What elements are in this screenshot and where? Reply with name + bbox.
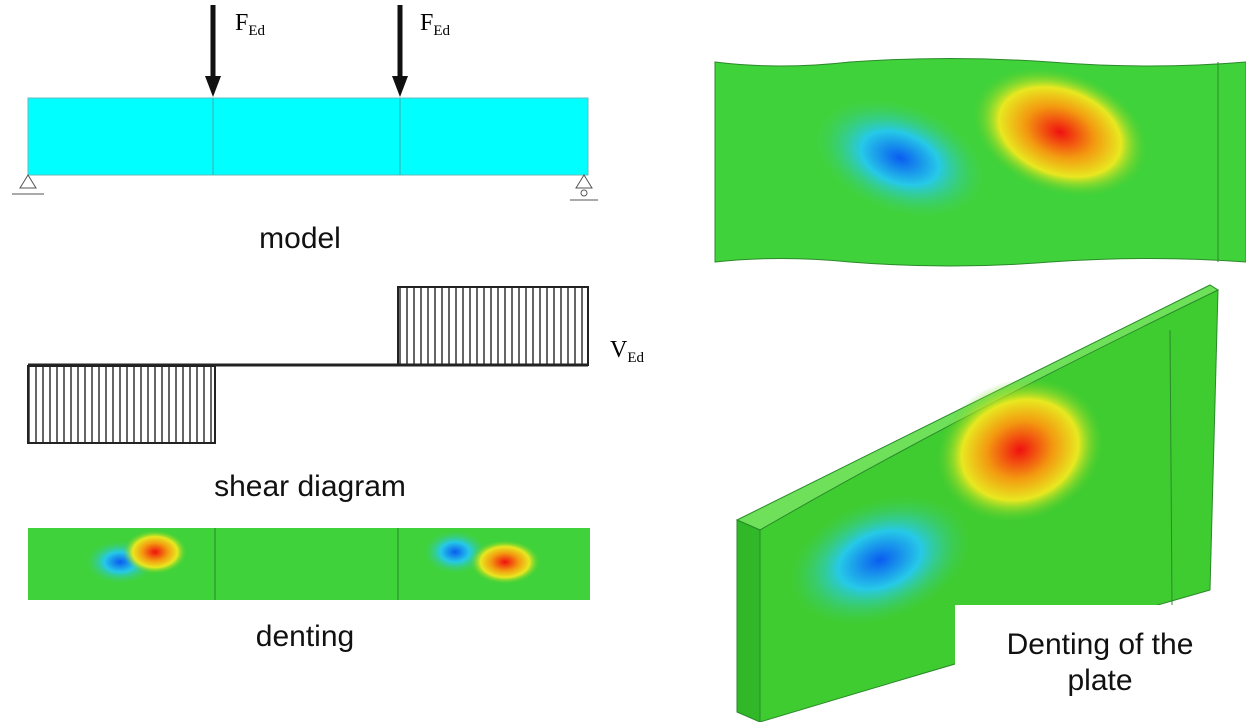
caption: model bbox=[230, 222, 370, 256]
caption: denting bbox=[230, 620, 380, 654]
text: Ed bbox=[627, 350, 644, 366]
text: V bbox=[610, 337, 628, 363]
force-label: FEd bbox=[235, 10, 266, 39]
text: Ed bbox=[433, 23, 450, 39]
text: Ed bbox=[248, 23, 265, 39]
plate-front bbox=[715, 45, 1246, 266]
caption: Denting of the plate bbox=[955, 605, 1245, 722]
support bbox=[12, 175, 598, 200]
caption: shear diagram bbox=[180, 470, 440, 504]
caption-text: Denting of the plate bbox=[980, 627, 1220, 699]
force-label: FEd bbox=[420, 10, 451, 39]
text: F bbox=[235, 10, 248, 36]
page: {"model": {"forces": [{"main": "F", "sub… bbox=[0, 0, 1246, 722]
shear-block bbox=[398, 287, 588, 365]
shear-block bbox=[28, 366, 215, 443]
shear-label: VEd bbox=[610, 337, 645, 366]
beam bbox=[28, 98, 588, 175]
denting-strip bbox=[28, 528, 590, 600]
text: F bbox=[420, 10, 433, 36]
